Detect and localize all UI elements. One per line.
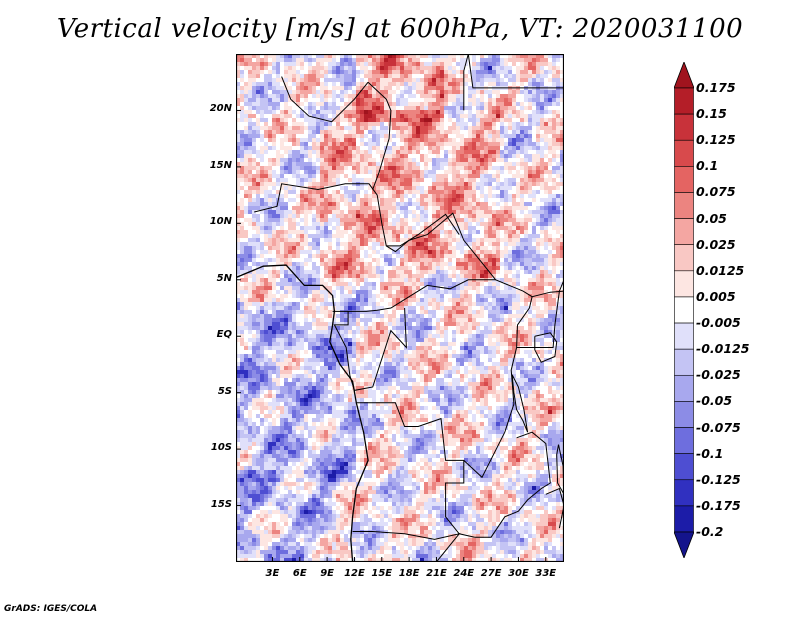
coastline xyxy=(236,264,369,562)
colorbar-bin xyxy=(674,166,694,193)
lat-tick-label: 10S xyxy=(210,442,232,454)
colorbar-level-label: -0.2 xyxy=(696,524,724,539)
colorbar-bar xyxy=(673,60,695,560)
lake-victoria xyxy=(534,332,558,363)
colorbar-level-label: 0.05 xyxy=(696,210,727,226)
lon-tick-label: 12E xyxy=(344,568,365,579)
colorbar-bin xyxy=(674,87,694,115)
border-line xyxy=(332,279,496,312)
colorbar-level-label: 0.005 xyxy=(696,288,736,304)
lat-tick-label: 20N xyxy=(209,103,232,115)
border-line xyxy=(333,307,407,391)
colorbar-level-label: -0.1 xyxy=(696,445,724,461)
lon-tick-label: 27E xyxy=(480,568,502,579)
map-panel xyxy=(236,54,564,562)
lat-tick-label: 15N xyxy=(209,159,232,171)
colorbar-bin xyxy=(674,401,694,428)
lon-tick-label: 15E xyxy=(371,568,393,579)
colorbar-bin xyxy=(674,322,694,350)
border-line xyxy=(386,212,564,298)
border-line xyxy=(254,183,460,247)
lon-tick-label: 9E xyxy=(320,568,334,579)
colorbar-min-arrow xyxy=(673,531,695,560)
border-line xyxy=(352,531,461,562)
map-field xyxy=(236,54,564,562)
colorbar-level-label: 0.0125 xyxy=(696,262,745,278)
page-title: Vertical velocity [m/s] at 600hPa, VT: 2… xyxy=(56,14,744,44)
lake-tanganyika xyxy=(511,374,529,433)
lon-tick-label: 30E xyxy=(508,568,529,579)
colorbar-bin xyxy=(674,192,694,219)
colorbar-bin xyxy=(674,139,694,167)
colorbar-bin xyxy=(674,218,694,246)
colorbar-level-label: -0.05 xyxy=(696,393,733,409)
credit-text: GrADS: IGES/COLA xyxy=(4,604,98,614)
lon-tick-label: 33E xyxy=(535,568,557,579)
colorbar-bin xyxy=(674,453,694,481)
border-line xyxy=(545,487,564,529)
colorbar-bin xyxy=(674,113,694,141)
lon-tick-label: 3E xyxy=(265,568,280,579)
colorbar-level-label: -0.005 xyxy=(696,315,741,331)
lat-tick-label: 15S xyxy=(210,498,232,510)
border-line xyxy=(474,431,551,538)
border-line xyxy=(463,54,564,111)
border-line xyxy=(367,81,392,190)
border-line xyxy=(356,402,475,538)
colorbar-level-label: 0.15 xyxy=(696,106,727,122)
lat-tick-label: 5S xyxy=(217,385,232,397)
colorbar-level-label: 0.025 xyxy=(696,236,736,252)
lon-tick-label: 6E xyxy=(292,568,307,579)
colorbar-bin xyxy=(674,348,694,376)
colorbar-bin xyxy=(674,374,694,402)
colorbar-level-label: 0.125 xyxy=(696,132,736,148)
colorbar-level-label: 0.1 xyxy=(696,158,719,174)
lon-tick-label: 24E xyxy=(453,568,475,579)
colorbar-level-label: -0.175 xyxy=(696,497,741,513)
border-line xyxy=(281,76,369,123)
lon-tick-label: 21E xyxy=(426,568,447,579)
colorbar-level-label: -0.125 xyxy=(696,471,741,487)
lake-malawi xyxy=(556,444,564,495)
colorbar-bin xyxy=(674,296,694,324)
colorbar-bin xyxy=(674,270,694,298)
border-line xyxy=(463,296,533,479)
lat-tick-label: EQ xyxy=(216,329,232,341)
lat-tick-label: 5N xyxy=(216,272,232,284)
colorbar-bin xyxy=(674,427,694,454)
colorbar-level-label: -0.075 xyxy=(696,419,741,435)
lon-tick-label: 18E xyxy=(398,568,420,579)
lat-tick-label: 10N xyxy=(209,216,232,228)
colorbar-level-label: -0.025 xyxy=(696,367,741,383)
border-line xyxy=(516,279,564,348)
colorbar-level-label: 0.075 xyxy=(696,184,736,200)
map-frame xyxy=(236,54,564,562)
colorbar: 0.175 0.15 0.125 0.1 0.075 0.05 0.025 0.0125 0.0… xyxy=(673,60,794,560)
colorbar-max-arrow xyxy=(673,60,695,89)
colorbar-bin xyxy=(674,244,694,272)
colorbar-level-label: -0.0125 xyxy=(696,341,750,357)
colorbar-bin xyxy=(674,479,694,507)
colorbar-bin xyxy=(674,505,694,533)
colorbar-level-label: 0.175 xyxy=(696,80,736,95)
